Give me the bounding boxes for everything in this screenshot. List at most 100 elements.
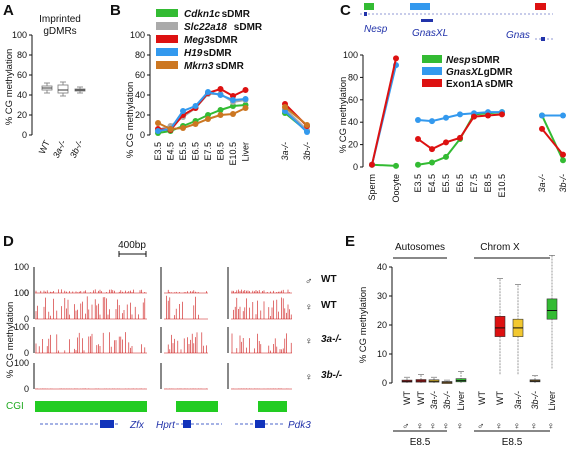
- sex-symbol: ♀: [513, 421, 521, 432]
- data-point: [205, 89, 211, 95]
- category-label: E4.5: [427, 174, 437, 193]
- panel-e-ytick-label: 20: [377, 320, 387, 330]
- data-point: [393, 162, 399, 169]
- data-point: [539, 125, 545, 132]
- sex-symbol: ♀: [305, 336, 313, 347]
- track-label: 3b-/-: [321, 370, 343, 381]
- panel-d-ylabel: % CG methylation: [5, 302, 16, 379]
- series-line-mutant: [541, 128, 564, 156]
- cgi-label: CGI: [6, 401, 24, 412]
- gene-exon: [255, 420, 265, 428]
- panel-b-ytick-label: 100: [130, 30, 145, 40]
- panel-b-ytick-label: 40: [135, 90, 145, 100]
- data-point: [242, 105, 249, 111]
- legend-entry-suffix: sDMR: [209, 35, 238, 46]
- data-point: [499, 111, 505, 118]
- region-nesp: [364, 3, 374, 10]
- legend-swatch: [156, 35, 178, 43]
- panel-c-ytick-label: 80: [348, 72, 358, 82]
- data-point: [415, 116, 421, 123]
- track-ytick-label: 100: [14, 322, 29, 332]
- panel-c-ytick-label: 60: [348, 95, 358, 105]
- gene-exon: [364, 12, 367, 16]
- legend-entry-suffix: sDMR: [222, 9, 251, 20]
- panel-e-ylabel: % CG methylation: [358, 287, 369, 364]
- data-point: [415, 136, 421, 142]
- data-point: [217, 86, 224, 92]
- category-label: Oocyte: [391, 174, 401, 203]
- track-ytick-label: 0: [24, 384, 29, 394]
- category-label: WT: [416, 391, 426, 405]
- panel-d-label: D: [3, 233, 14, 250]
- data-point: [560, 151, 566, 158]
- panel-e-ytick-label: 10: [377, 349, 387, 359]
- gene-label-nesp: Nesp: [364, 24, 388, 35]
- data-point: [304, 122, 310, 128]
- data-point: [180, 108, 186, 114]
- panel-b-ytick-label: 60: [135, 70, 145, 80]
- region-exon1a: [535, 3, 546, 10]
- category-label: WT: [37, 138, 52, 155]
- data-point: [457, 134, 463, 141]
- track-label: WT: [321, 300, 337, 311]
- stage-label-chrom-x: E8.5: [502, 437, 523, 448]
- legend-entry-name: Nesp: [446, 55, 470, 66]
- data-point: [429, 146, 435, 153]
- box-body: [546, 298, 558, 320]
- category-label: 3a-/-: [513, 391, 523, 410]
- data-point: [192, 103, 199, 109]
- panel-a-title-line2: gDMRs: [43, 26, 76, 37]
- group-label-autosomes: Autosomes: [395, 242, 445, 253]
- legend-entry-name: Mkrn3: [184, 61, 214, 72]
- track-ytick-label: 100: [14, 288, 29, 298]
- cgi-bar: [258, 401, 287, 412]
- data-point: [415, 161, 421, 168]
- panel-a-ytick-label: 100: [12, 30, 27, 40]
- data-point: [282, 104, 288, 110]
- data-point: [485, 112, 491, 119]
- data-point: [443, 114, 449, 121]
- panel-a: A Imprinted gDMRs 0 20 40 60 80 100 % CG meth…: [3, 2, 86, 160]
- group-label-chrom-x: Chrom X: [480, 242, 520, 253]
- legend-entry-name: Cdkn1c: [184, 9, 221, 20]
- gene-exon: [421, 19, 433, 22]
- category-label: E4.5: [166, 142, 176, 161]
- panel-b-ytick-label: 0: [140, 130, 145, 140]
- legend-swatch: [156, 48, 178, 56]
- legend-entry-suffix: sDMR: [216, 61, 245, 72]
- data-point: [230, 97, 236, 103]
- sex-symbol: ♀: [530, 421, 538, 432]
- category-label: E5.5: [178, 142, 188, 161]
- panel-a-ytick-label: 60: [17, 70, 27, 80]
- data-point: [217, 112, 224, 118]
- data-point: [304, 129, 310, 135]
- category-label: 3b-/-: [558, 174, 567, 193]
- panel-b-ylabel: % CG methylation: [125, 82, 136, 159]
- panel-a-ytick-label: 40: [17, 90, 27, 100]
- sex-symbol: ♀: [305, 302, 313, 313]
- panel-a-title-line1: Imprinted: [39, 14, 81, 25]
- legend-swatch: [422, 79, 442, 87]
- category-label: Liver: [241, 142, 251, 162]
- category-label: 3b-/-: [530, 391, 540, 410]
- panel-a-ytick-label: 0: [22, 130, 27, 140]
- track-label: 3a-/-: [321, 334, 342, 345]
- panel-e-label: E: [345, 233, 355, 250]
- category-label: WT: [477, 391, 487, 405]
- sex-symbol: ♀: [547, 421, 555, 432]
- data-point: [155, 120, 161, 126]
- category-label: E6.5: [191, 142, 201, 161]
- legend-entry-name: Meg3: [184, 35, 210, 46]
- track-ytick-label: 0: [24, 348, 29, 358]
- sex-symbol: ♀: [456, 421, 464, 432]
- category-label: 3a-/-: [537, 174, 547, 193]
- category-label: E8.5: [483, 174, 493, 193]
- category-label: E7.5: [203, 142, 213, 161]
- data-point: [539, 112, 545, 119]
- legend-entry-suffix: sDMR: [234, 22, 263, 33]
- category-label: Liver: [547, 391, 557, 411]
- track-label: WT: [321, 274, 337, 285]
- data-point: [230, 111, 236, 117]
